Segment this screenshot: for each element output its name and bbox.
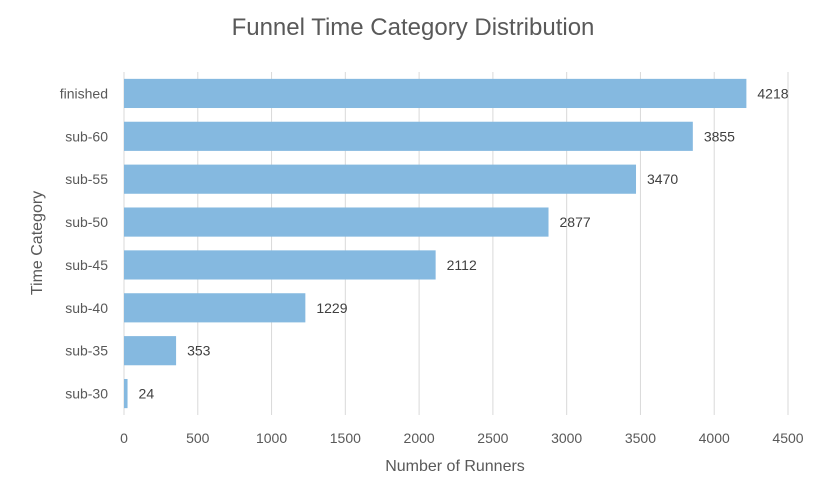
bar-finished [124, 78, 747, 109]
bar-sub-55 [124, 164, 637, 194]
y-tick-label-sub-45: sub-45 [65, 257, 108, 273]
y-axis-ticks: finished sub-60 sub-55 sub-50 sub-45 sub-40 su… [60, 85, 108, 401]
data-label-sub-50: 2877 [560, 214, 591, 230]
data-label-sub-30: 24 [139, 386, 155, 402]
x-tick-label: 4000 [699, 430, 730, 446]
y-tick-label-sub-30: sub-30 [65, 386, 108, 402]
data-labels: 4218 3855 3470 2877 2112 1229 353 24 [139, 85, 789, 401]
data-label-sub-35: 353 [187, 343, 211, 359]
x-tick-label: 4500 [772, 430, 803, 446]
bars [124, 78, 747, 409]
y-tick-label-sub-35: sub-35 [65, 343, 108, 359]
x-tick-label: 3000 [551, 430, 582, 446]
y-tick-label-finished: finished [60, 85, 108, 101]
x-tick-label: 1000 [256, 430, 287, 446]
bar-sub-30 [124, 378, 128, 409]
x-tick-label: 3500 [625, 430, 656, 446]
data-label-finished: 4218 [757, 85, 788, 101]
x-axis-title: Number of Runners [385, 458, 525, 475]
y-tick-label-sub-50: sub-50 [65, 214, 108, 230]
x-tick-label: 2500 [477, 430, 508, 446]
x-tick-label: 0 [120, 430, 128, 446]
data-label-sub-45: 2112 [447, 257, 477, 273]
bar-sub-35 [124, 336, 177, 366]
y-tick-label-sub-55: sub-55 [65, 171, 108, 187]
x-tick-label: 2000 [404, 430, 435, 446]
x-axis-ticks: 0 500 1000 1500 2000 2500 3000 3500 4000 4500 [120, 430, 804, 446]
chart-title: Funnel Time Category Distribution [231, 14, 595, 41]
data-label-sub-60: 3855 [704, 128, 735, 144]
y-tick-label-sub-40: sub-40 [65, 300, 108, 316]
data-label-sub-55: 3470 [647, 171, 678, 187]
bar-sub-50 [124, 207, 549, 237]
data-label-sub-40: 1229 [316, 300, 347, 316]
x-tick-label: 1500 [330, 430, 361, 446]
bar-sub-45 [124, 250, 436, 280]
y-tick-label-sub-60: sub-60 [65, 128, 108, 144]
bar-sub-40 [124, 293, 306, 323]
bar-sub-60 [124, 121, 693, 151]
x-tick-label: 500 [186, 430, 210, 446]
y-axis-title: Time Category [29, 191, 46, 295]
